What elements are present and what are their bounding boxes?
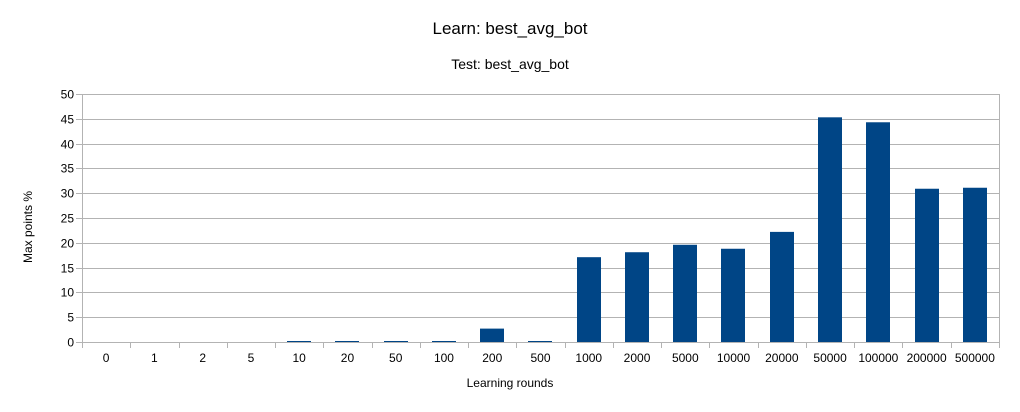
- x-tick-label: 10000: [717, 351, 751, 365]
- bars: [287, 117, 987, 342]
- x-tick-label: 50000: [813, 351, 847, 365]
- bar: [818, 117, 842, 342]
- chart-title: Learn: best_avg_bot: [432, 19, 588, 38]
- bar: [480, 328, 504, 342]
- bar: [963, 187, 987, 342]
- y-tick-label: 50: [61, 88, 75, 102]
- bar: [673, 244, 697, 342]
- x-tick-label: 50: [389, 351, 403, 365]
- x-tick-label: 1: [151, 351, 158, 365]
- y-tick-labels: 0 5 10 15 20 25 30 35 40 45 50: [61, 88, 75, 350]
- x-tick-label: 100: [434, 351, 454, 365]
- y-tick-label: 10: [61, 286, 75, 300]
- x-tick-label: 200: [482, 351, 502, 365]
- x-axis-label: Learning rounds: [466, 376, 554, 390]
- y-tick-label: 0: [67, 336, 74, 350]
- x-tick-label: 2000: [624, 351, 651, 365]
- bar: [384, 341, 408, 342]
- axes: [82, 94, 1000, 348]
- x-tick-label: 1000: [575, 351, 602, 365]
- x-tick-label: 0: [103, 351, 110, 365]
- bar: [432, 341, 456, 342]
- y-tick-label: 20: [61, 237, 75, 251]
- bar: [528, 341, 552, 342]
- x-tick-label: 500000: [955, 351, 995, 365]
- x-tick-label: 100000: [858, 351, 898, 365]
- y-tick-label: 25: [61, 212, 75, 226]
- bar: [335, 341, 359, 342]
- bar: [577, 257, 601, 342]
- x-tick-label: 500: [530, 351, 550, 365]
- y-tick-label: 35: [61, 162, 75, 176]
- x-tick-labels: 0 1 2 5 10 20 50 100 200 500 1000 2000 5000 10000 2000…: [103, 351, 995, 365]
- x-tick-label: 5: [248, 351, 255, 365]
- bar: [915, 188, 939, 342]
- bar: [625, 252, 649, 342]
- chart-subtitle: Test: best_avg_bot: [451, 56, 569, 72]
- y-tick-label: 5: [67, 311, 74, 325]
- x-tick-label: 5000: [672, 351, 699, 365]
- x-tick-label: 2: [199, 351, 206, 365]
- bar: [287, 341, 311, 342]
- x-tick-label: 20: [341, 351, 355, 365]
- bar: [866, 122, 890, 342]
- y-tick-label: 45: [61, 113, 75, 127]
- bar: [770, 231, 794, 342]
- grid-lines: [76, 94, 999, 343]
- x-tick-label: 200000: [907, 351, 947, 365]
- x-tick-label: 10: [293, 351, 307, 365]
- y-tick-label: 15: [61, 262, 75, 276]
- y-tick-label: 40: [61, 138, 75, 152]
- x-tick-label: 20000: [765, 351, 799, 365]
- y-tick-label: 30: [61, 187, 75, 201]
- bar: [721, 248, 745, 342]
